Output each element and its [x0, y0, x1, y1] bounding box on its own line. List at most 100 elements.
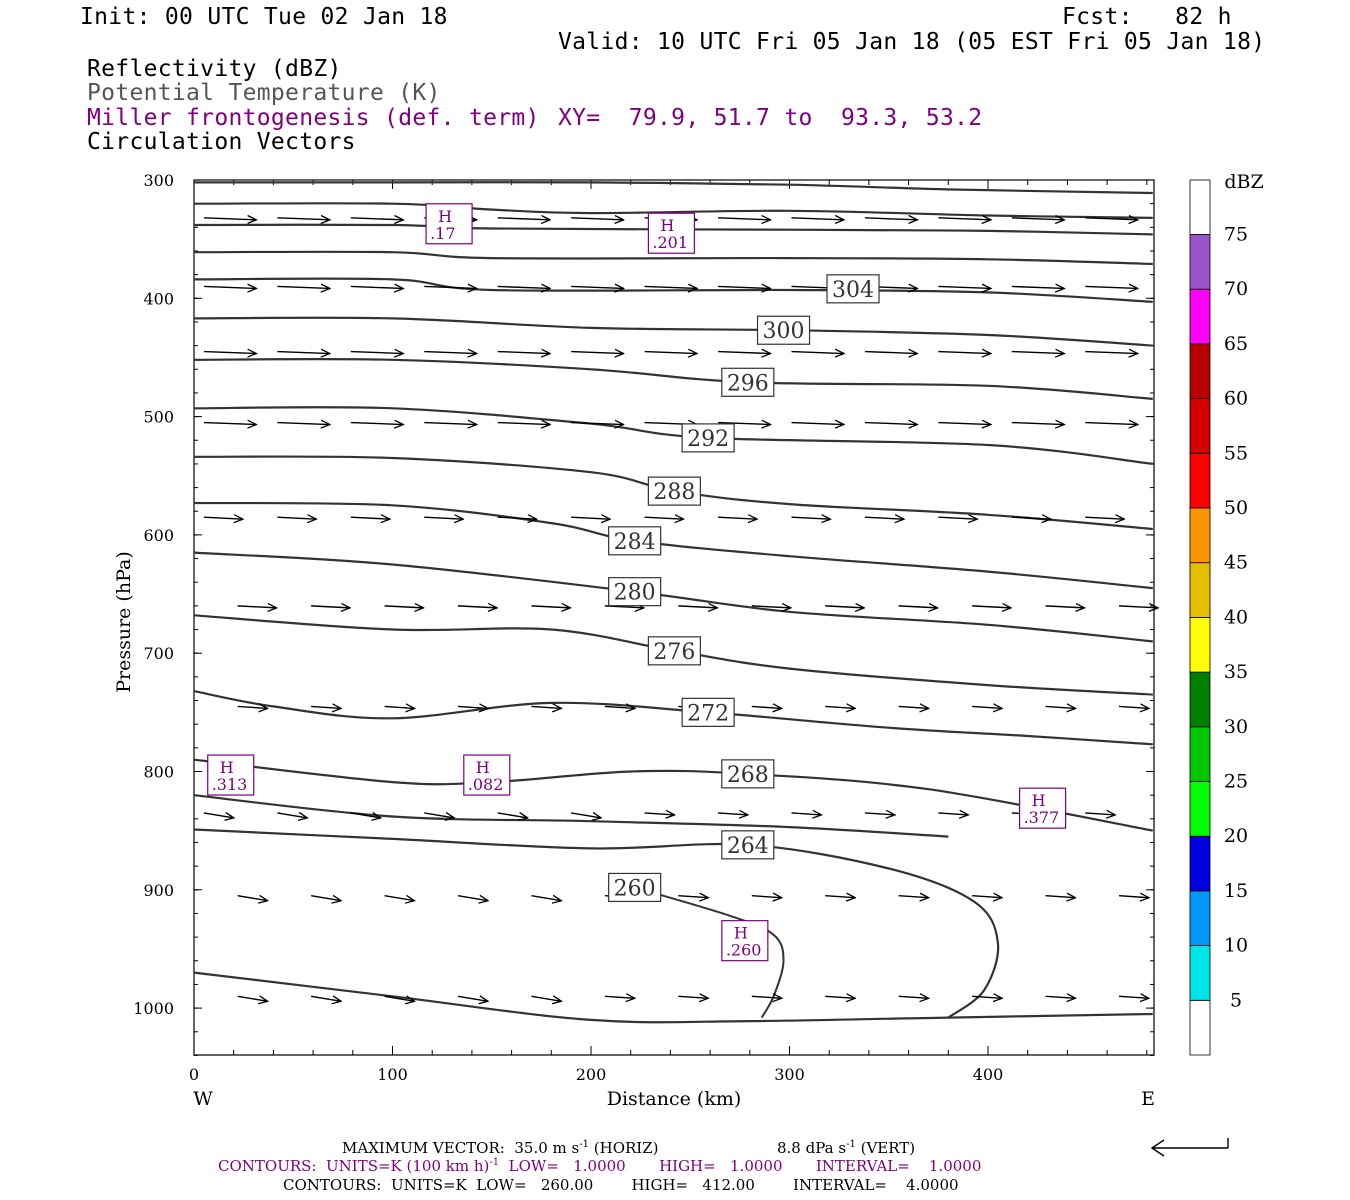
max-vector-line: MAXIMUM VECTOR: 35.0 m s-1 (HORIZ) [342, 1139, 659, 1157]
frontogenesis-high-value: .377 [1024, 808, 1060, 827]
circulation-vector-arrow [497, 813, 528, 818]
contours-frontogenesis-line: CONTOURS: UNITS=K (100 km h)-1 LOW= 1.00… [218, 1157, 981, 1175]
contour-label: 300 [763, 319, 805, 344]
circulation-vector-arrow [350, 218, 404, 220]
field-circulation-vectors: Circulation Vectors [87, 129, 356, 155]
circulation-vector-arrow [972, 996, 1002, 998]
circulation-vector-arrow [604, 706, 635, 708]
colorbar-swatch [1189, 179, 1211, 235]
circulation-vector-arrow [791, 352, 844, 354]
contour-label: 296 [727, 371, 769, 396]
circulation-vector-arrow [1085, 286, 1138, 288]
colorbar-level-label: 20 [1224, 825, 1248, 847]
colorbar-title: dBZ [1224, 171, 1263, 193]
theta-contour-line [193, 758, 1153, 832]
circulation-vector-arrow [718, 423, 771, 425]
colorbar-level-label: 55 [1224, 442, 1248, 464]
theta-contour-line [193, 316, 1153, 347]
reflectivity-colorbar: 5 10 15 20 25 30 35 40 45 50 55 60 65 70 75 [1189, 179, 1248, 1056]
reference-vector-arrow [1150, 1138, 1229, 1157]
circulation-vector-arrow [1118, 996, 1149, 998]
theta-contour-line [193, 794, 949, 838]
circulation-vector-arrow [751, 996, 782, 998]
colorbar-swatch [1189, 398, 1211, 454]
frontogenesis-high-label: H [1032, 791, 1046, 810]
circulation-vector-arrow [825, 896, 855, 898]
colorbar-swatch [1189, 507, 1211, 564]
colorbar-level-label: 75 [1224, 224, 1248, 246]
circulation-vector-arrow [571, 813, 601, 818]
max-vector-exponent: -1 [579, 1139, 589, 1150]
circulation-vector-arrow [497, 286, 551, 288]
circulation-vector-arrow [1085, 218, 1138, 220]
max-vector-horiz-label: (HORIZ) [593, 1139, 659, 1157]
valid-time: Valid: 10 UTC Fri 05 Jan 18 (05 EST Fri … [558, 29, 1266, 55]
circulation-vector-arrow [571, 517, 610, 519]
contour-labels: 304 300 296 292 288 284 280 276 272 268 264 260 [608, 274, 880, 903]
circulation-vector-arrow [1011, 286, 1064, 288]
circulation-vector-arrow [571, 286, 624, 288]
contour-label-box [608, 872, 662, 903]
circulation-vector-arrow [237, 996, 268, 1001]
circulation-vector-arrow [644, 352, 698, 354]
frontogenesis-high-box [721, 920, 769, 962]
frontogenesis-high-value: .17 [430, 224, 455, 243]
circulation-vector-arrow [497, 517, 537, 519]
colorbar-level-label: 30 [1224, 716, 1248, 738]
circulation-vector-arrow [424, 286, 477, 288]
x-tick-label: 100 [377, 1065, 408, 1084]
circulation-vector-arrow [203, 286, 256, 288]
circulation-vector-arrow [972, 706, 1002, 708]
contour-label: 276 [653, 640, 695, 665]
circulation-vector-arrow [644, 286, 698, 288]
x-tick-label: 0 [189, 1065, 199, 1084]
y-tick-label: 300 [143, 171, 174, 190]
circulation-vector-arrow [310, 896, 341, 901]
theta-contour-line [193, 828, 1000, 1019]
y-tick-label: 1000 [133, 999, 174, 1018]
circulation-vector-arrow [350, 517, 390, 519]
colorbar-level-label: 25 [1224, 771, 1248, 793]
contour-label: 304 [832, 278, 874, 303]
colorbar-swatch [1189, 343, 1211, 399]
colorbar-swatch [1189, 999, 1211, 1056]
contour-label: 260 [614, 876, 656, 901]
circulation-vector-arrow [571, 423, 624, 425]
theta-contour-line [193, 357, 1153, 400]
x-axis-east-label: E [1141, 1088, 1155, 1110]
forecast-hour: Fcst: 82 h [1062, 4, 1232, 30]
circulation-vector-arrow [972, 896, 1002, 898]
circulation-vector-arrow [424, 813, 454, 818]
contour-label: 264 [727, 834, 769, 859]
theta-contour-line [193, 690, 1153, 746]
circulation-vector-arrow [791, 813, 821, 815]
circulation-vector-arrow [1011, 218, 1064, 220]
theta-contour-line [193, 551, 1153, 643]
theta-contours [193, 181, 1153, 1024]
circulation-vector-arrow [791, 423, 844, 425]
circulation-vector-arrow [1045, 706, 1076, 708]
max-vector-horiz-value: MAXIMUM VECTOR: 35.0 m s [342, 1139, 580, 1157]
circulation-vector-arrow [1085, 813, 1115, 815]
cross-section-endpoints: XY= 79.9, 51.7 to 93.3, 53.2 [558, 105, 983, 131]
colorbar-level-label: 45 [1224, 552, 1248, 574]
circulation-vector-arrow [644, 813, 675, 815]
circulation-vector-arrow [237, 606, 277, 608]
field-reflectivity: Reflectivity (dBZ) [87, 56, 342, 82]
frontogenesis-high-value: .082 [468, 775, 504, 794]
contour-label: 288 [653, 480, 695, 505]
circulation-vector-arrow [1011, 423, 1064, 425]
circulation-vector-arrow [350, 423, 404, 425]
circulation-vector-arrow [457, 606, 497, 608]
y-tick-label: 700 [143, 644, 174, 663]
circulation-vector-arrow [350, 286, 404, 288]
circulation-vector-arrow [277, 813, 307, 818]
circulation-vector-arrow [497, 423, 551, 425]
circulation-vector-arrow [791, 517, 830, 519]
circulation-vector-arrow [311, 606, 350, 608]
colorbar-swatch [1189, 234, 1211, 290]
colorbar-swatch [1189, 288, 1211, 345]
circulation-vector-arrow [751, 706, 782, 708]
